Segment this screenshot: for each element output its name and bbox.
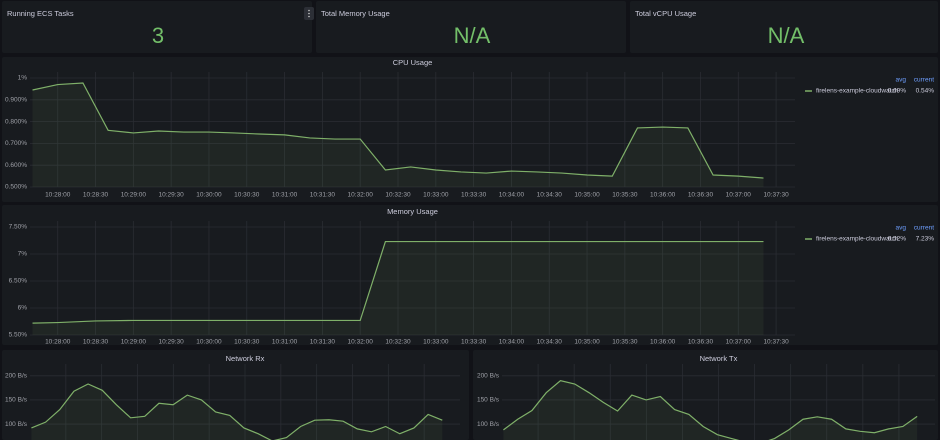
x-tick-label: 10:37:30 bbox=[763, 192, 789, 199]
x-tick-label: 10:37:00 bbox=[726, 339, 752, 346]
y-tick-label: 1% bbox=[18, 75, 28, 82]
x-tick-label: 10:30:30 bbox=[234, 339, 260, 346]
y-tick-label: 200 B/s bbox=[477, 373, 500, 380]
x-tick-label: 10:34:30 bbox=[537, 339, 563, 346]
panel bbox=[2, 57, 938, 202]
x-tick-label: 10:33:00 bbox=[423, 192, 449, 199]
menu-dot bbox=[308, 9, 310, 12]
legend-header: avg bbox=[896, 77, 907, 84]
y-tick-label: 100 B/s bbox=[477, 421, 500, 428]
x-tick-label: 10:28:00 bbox=[45, 339, 71, 346]
menu-dot bbox=[308, 12, 310, 15]
y-tick-label: 150 B/s bbox=[477, 397, 500, 404]
legend-value: 6.52% bbox=[888, 236, 907, 243]
line bbox=[31, 383, 443, 440]
y-tick-label: 6% bbox=[18, 305, 28, 312]
x-tick-label: 10:34:00 bbox=[499, 339, 525, 346]
panel-title: Network Tx bbox=[700, 354, 738, 363]
y-tick-label: 0.900% bbox=[5, 97, 27, 104]
x-tick-label: 10:29:30 bbox=[158, 339, 184, 346]
area bbox=[32, 241, 764, 335]
x-tick-label: 10:35:00 bbox=[574, 192, 600, 199]
panel-title: Memory Usage bbox=[387, 207, 438, 216]
stat-panel bbox=[2, 1, 312, 53]
x-tick-label: 10:37:30 bbox=[763, 339, 789, 346]
stat-title: Running ECS Tasks bbox=[7, 9, 74, 18]
area bbox=[32, 83, 764, 187]
x-tick-label: 10:34:30 bbox=[537, 192, 563, 199]
area bbox=[503, 380, 918, 440]
x-tick-label: 10:32:30 bbox=[385, 192, 411, 199]
x-tick-label: 10:33:00 bbox=[423, 339, 449, 346]
x-tick-label: 10:31:00 bbox=[272, 192, 298, 199]
x-tick-label: 10:35:30 bbox=[612, 339, 638, 346]
y-tick-label: 150 B/s bbox=[5, 397, 28, 404]
menu-dot bbox=[308, 15, 310, 18]
x-tick-label: 10:30:00 bbox=[196, 339, 222, 346]
x-tick-label: 10:34:00 bbox=[499, 192, 525, 199]
x-tick-label: 10:28:30 bbox=[83, 192, 109, 199]
y-tick-label: 7% bbox=[18, 251, 28, 258]
line bbox=[32, 82, 764, 179]
stat-value: 3 bbox=[152, 23, 164, 48]
y-tick-label: 0.500% bbox=[5, 184, 27, 191]
legend-label: firelens-example-cloudwatch bbox=[816, 236, 899, 243]
panel bbox=[2, 205, 938, 345]
panel-title: CPU Usage bbox=[393, 58, 433, 67]
x-tick-label: 10:36:30 bbox=[688, 339, 714, 346]
x-tick-label: 10:32:00 bbox=[348, 339, 374, 346]
y-tick-label: 7.50% bbox=[9, 224, 28, 231]
x-tick-label: 10:28:30 bbox=[83, 339, 109, 346]
x-tick-label: 10:31:30 bbox=[310, 339, 336, 346]
legend-header: current bbox=[914, 225, 934, 232]
x-tick-label: 10:35:00 bbox=[574, 339, 600, 346]
legend-value: 0.54% bbox=[916, 88, 935, 95]
stat-panel bbox=[630, 1, 938, 53]
x-tick-label: 10:32:00 bbox=[348, 192, 374, 199]
stat-value: N/A bbox=[768, 23, 805, 48]
x-tick-label: 10:32:30 bbox=[385, 339, 411, 346]
x-tick-label: 10:29:00 bbox=[121, 339, 147, 346]
legend-value: 7.23% bbox=[916, 236, 935, 243]
line bbox=[32, 240, 764, 324]
y-tick-label: 100 B/s bbox=[5, 421, 28, 428]
x-tick-label: 10:35:30 bbox=[612, 192, 638, 199]
panel-title: Network Rx bbox=[226, 354, 265, 363]
x-tick-label: 10:30:00 bbox=[196, 192, 222, 199]
stat-title: Total Memory Usage bbox=[321, 9, 390, 18]
x-tick-label: 10:33:30 bbox=[461, 339, 487, 346]
x-tick-label: 10:31:30 bbox=[310, 192, 336, 199]
x-tick-label: 10:33:30 bbox=[461, 192, 487, 199]
x-tick-label: 10:29:30 bbox=[158, 192, 184, 199]
y-tick-label: 200 B/s bbox=[5, 373, 28, 380]
x-tick-label: 10:30:30 bbox=[234, 192, 260, 199]
x-tick-label: 10:36:30 bbox=[688, 192, 714, 199]
stat-panel bbox=[316, 1, 626, 53]
y-tick-label: 5.50% bbox=[9, 332, 28, 339]
x-tick-label: 10:28:00 bbox=[45, 192, 71, 199]
x-tick-label: 10:31:00 bbox=[272, 339, 298, 346]
legend-value: 0.69% bbox=[888, 88, 907, 95]
legend-header: current bbox=[914, 77, 934, 84]
stat-value: N/A bbox=[454, 23, 491, 48]
line bbox=[503, 379, 918, 440]
y-tick-label: 0.700% bbox=[5, 140, 27, 147]
x-tick-label: 10:37:00 bbox=[726, 192, 752, 199]
y-tick-label: 0.600% bbox=[5, 162, 27, 169]
x-tick-label: 10:36:00 bbox=[650, 339, 676, 346]
legend-label: firelens-example-cloudwatch bbox=[816, 88, 899, 95]
x-tick-label: 10:29:00 bbox=[121, 192, 147, 199]
area bbox=[31, 384, 443, 440]
legend-header: avg bbox=[896, 225, 907, 232]
y-tick-label: 0.800% bbox=[5, 118, 27, 125]
y-tick-label: 6.50% bbox=[9, 278, 28, 285]
stat-title: Total vCPU Usage bbox=[635, 9, 696, 18]
x-tick-label: 10:36:00 bbox=[650, 192, 676, 199]
